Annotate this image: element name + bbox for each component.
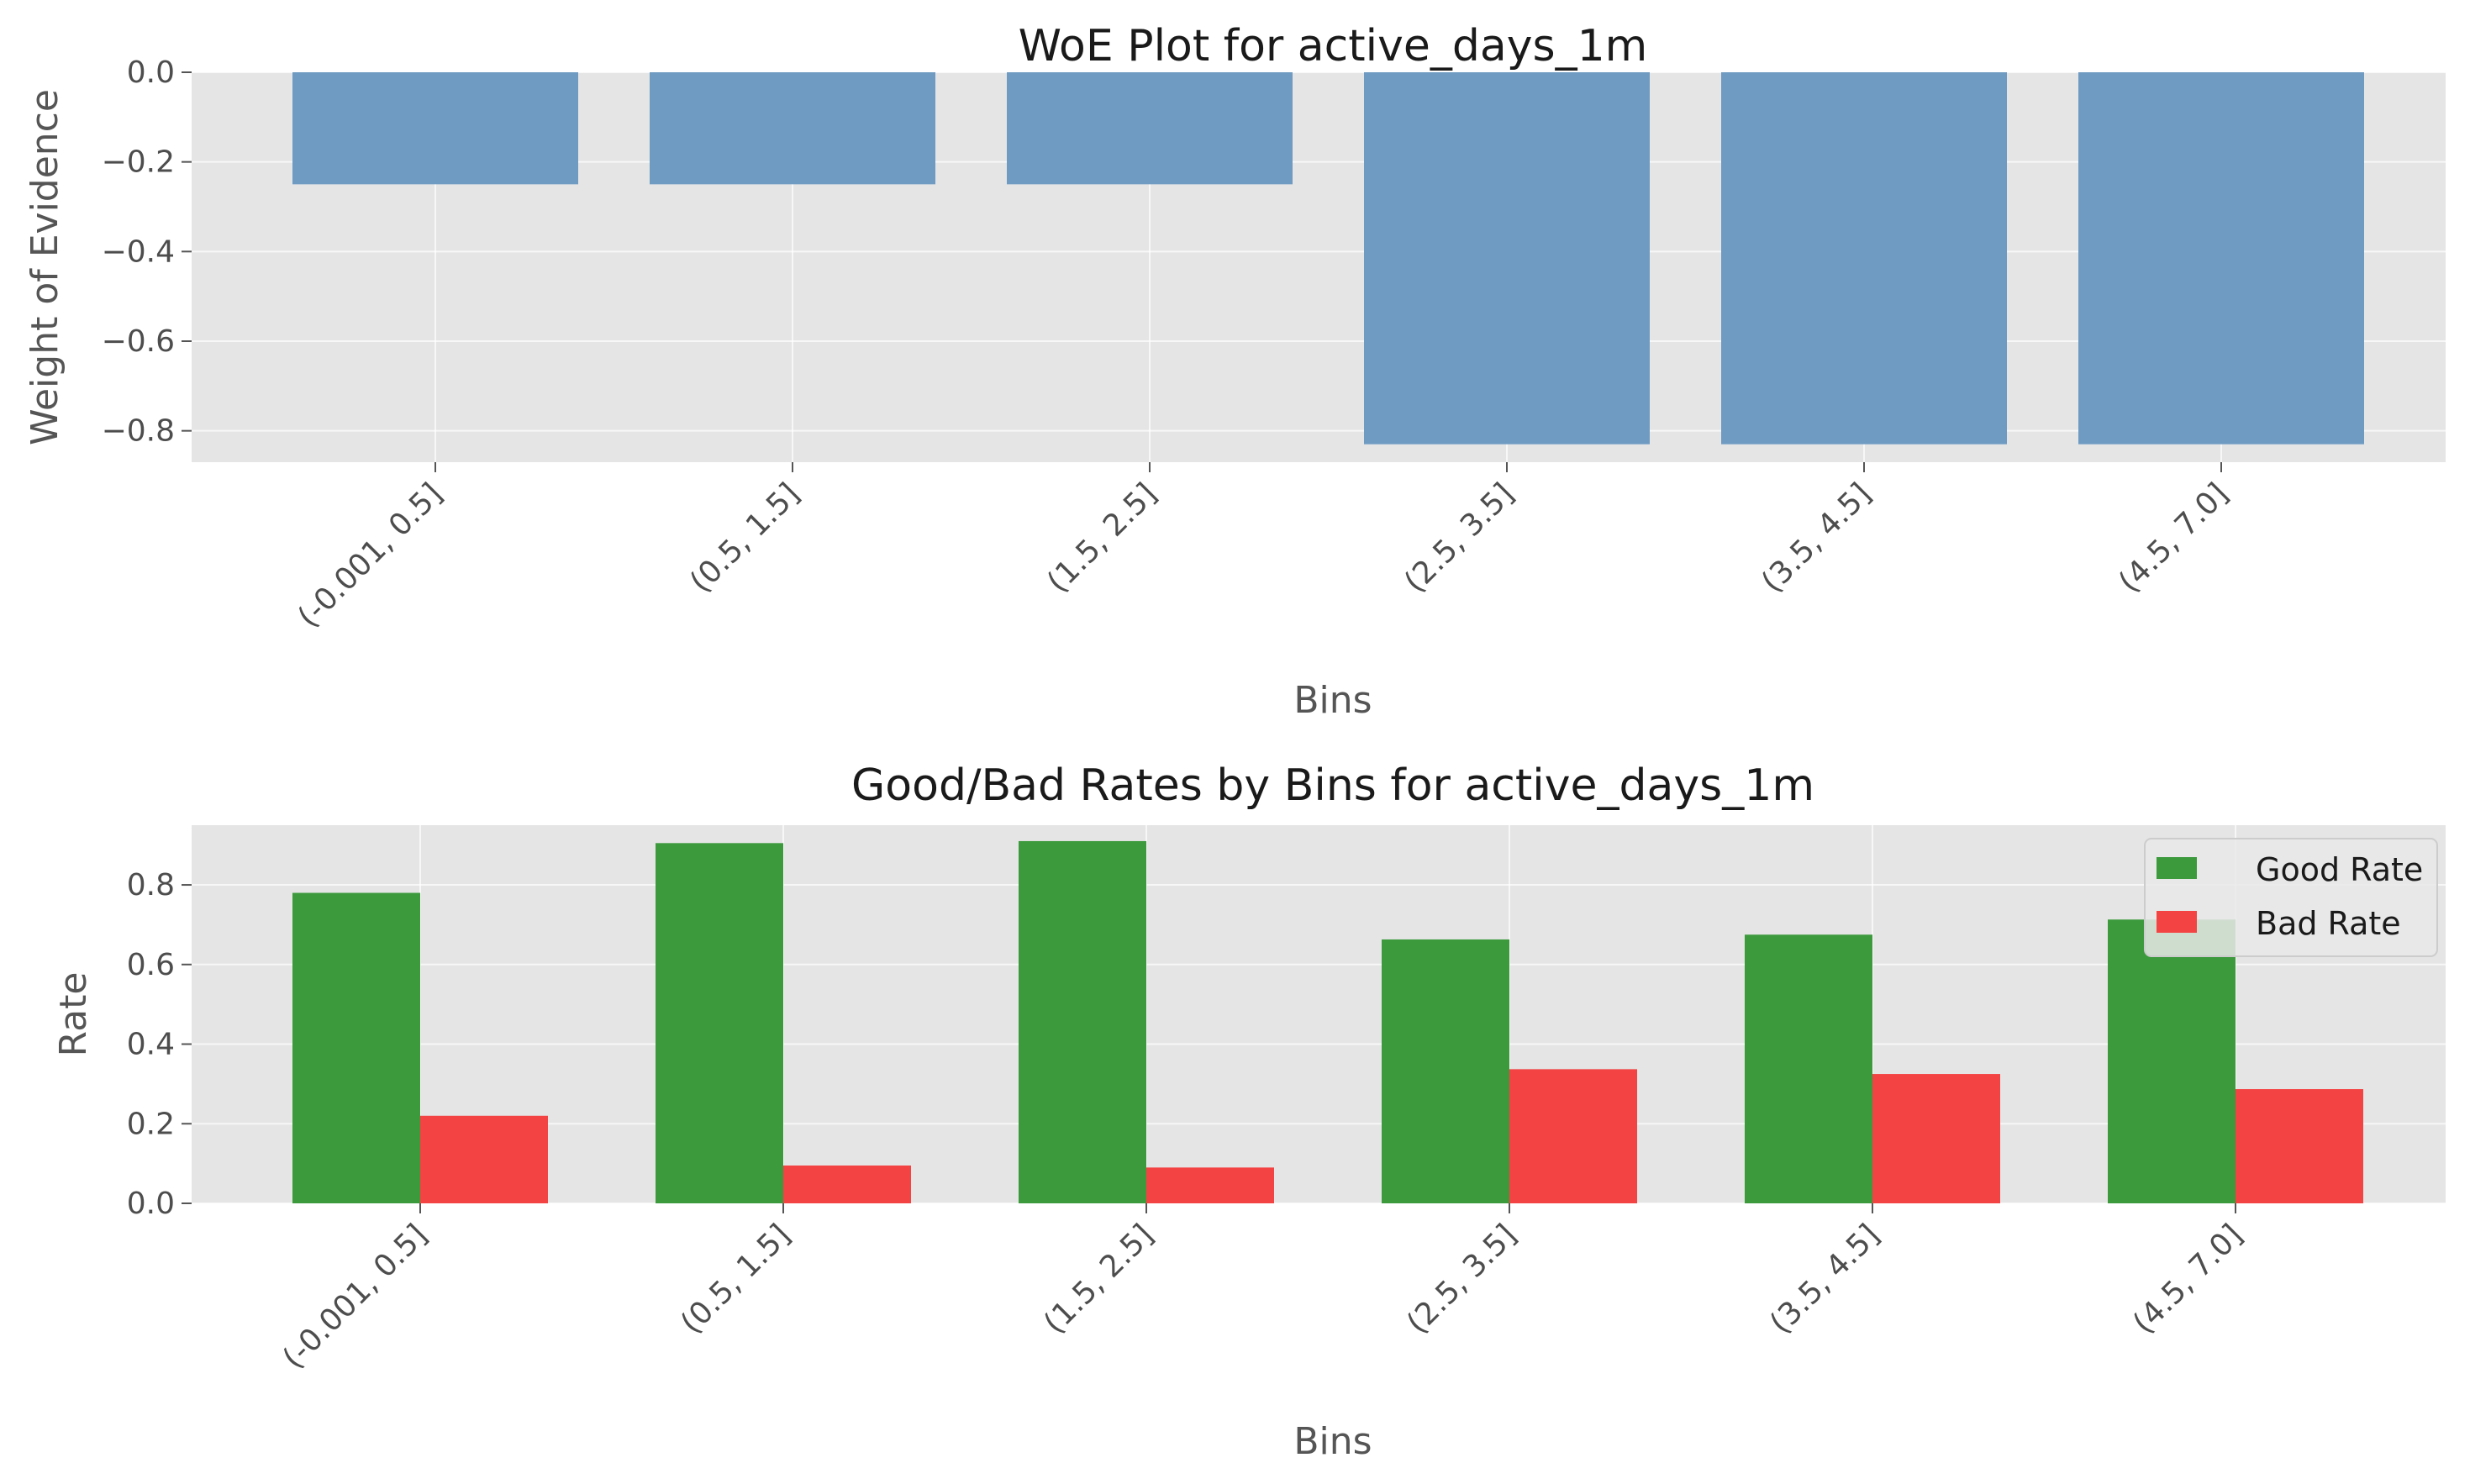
legend-label-bad-rate: Bad Rate <box>2256 905 2401 942</box>
bad-rate-bar-4.5-7.0 <box>2236 1089 2363 1203</box>
woe-bar-4.5-7.0 <box>2078 72 2364 445</box>
good-rate-bar-4.5-7.0 <box>2108 919 2236 1203</box>
rates-x-axis-label: Bins <box>1293 1420 1372 1463</box>
bad-rate-bar-0.001-0.5 <box>420 1115 548 1203</box>
woe-bar-1.5-2.5 <box>1007 72 1293 185</box>
woe-y-tick-label: −0.6 <box>102 324 175 359</box>
woe-chart-title: WoE Plot for active_days_1m <box>1019 21 1648 71</box>
rates-chart-title: Good/Bad Rates by Bins for active_days_1… <box>851 760 1814 811</box>
woe-y-tick-label: 0.0 <box>127 55 175 90</box>
rates-gridlines <box>192 825 2446 1204</box>
rates-legend: Good Rate Bad Rate <box>2144 838 2438 957</box>
rates-chart: Good/Bad Rates by Bins for active_days_1… <box>52 760 2446 1463</box>
legend-label-good-rate: Good Rate <box>2256 851 2423 888</box>
good-rate-bar-2.5-3.5 <box>1382 939 1509 1203</box>
legend-frame <box>2144 838 2438 957</box>
bad-rate-bar-2.5-3.5 <box>1509 1069 1637 1203</box>
woe-bar-2.5-3.5 <box>1364 72 1650 445</box>
bad-rate-bar-1.5-2.5 <box>1146 1167 1274 1203</box>
woe-bars <box>292 72 2364 445</box>
woe-y-tick-label: −0.8 <box>102 414 175 449</box>
woe-x-axis-label: Bins <box>1293 679 1372 722</box>
good-rate-bar-0.5-1.5 <box>656 843 783 1203</box>
rates-y-tick-label: 0.4 <box>127 1028 175 1062</box>
woe-bar-3.5-4.5 <box>1721 72 2007 445</box>
rates-y-tick-label: 0.2 <box>127 1107 175 1141</box>
rates-y-tick-label: 0.8 <box>127 868 175 903</box>
rates-y-ticks: 0.0 0.2 0.4 0.6 0.8 <box>127 868 192 1221</box>
woe-y-tick-label: −0.4 <box>102 234 175 269</box>
legend-swatch-good-rate <box>2157 857 2197 879</box>
woe-bar-0.5-1.5 <box>650 72 935 185</box>
rates-y-tick-label: 0.0 <box>127 1187 175 1221</box>
woe-bar-0.001-0.5 <box>292 72 578 185</box>
good-rate-bar-3.5-4.5 <box>1745 934 1872 1203</box>
woe-y-tick-label: −0.2 <box>102 145 175 180</box>
rates-y-axis-label: Rate <box>52 972 95 1057</box>
good-rate-bar-1.5-2.5 <box>1019 840 1146 1203</box>
bad-rate-bar-0.5-1.5 <box>783 1166 911 1203</box>
rates-y-tick-label: 0.6 <box>127 948 175 982</box>
woe-y-axis-label: Weight of Evidence <box>24 89 66 445</box>
rates-bars <box>292 840 2363 1203</box>
good-rate-bar-0.001-0.5 <box>292 892 420 1203</box>
rates-plot-area <box>192 825 2446 1203</box>
legend-swatch-bad-rate <box>2157 911 2197 933</box>
woe-y-ticks: 0.0 −0.2 −0.4 −0.6 −0.8 <box>102 55 192 449</box>
bad-rate-bar-3.5-4.5 <box>1872 1074 2000 1203</box>
